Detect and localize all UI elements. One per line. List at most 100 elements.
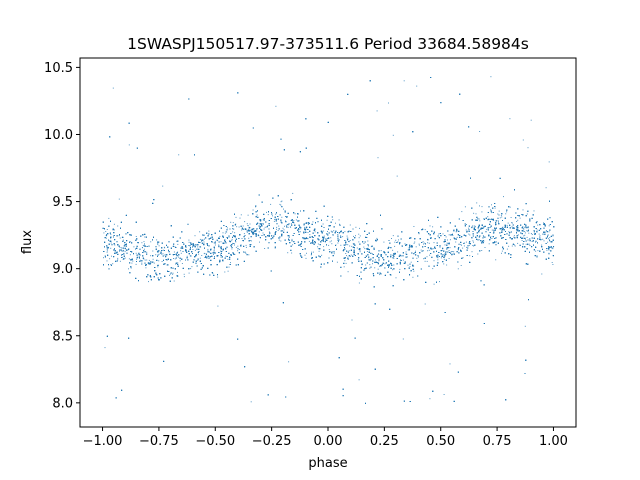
data-point <box>308 240 310 242</box>
data-point <box>405 253 407 255</box>
data-point <box>177 271 178 273</box>
data-point <box>358 282 360 284</box>
data-point <box>482 235 484 237</box>
data-point <box>219 235 221 237</box>
data-point <box>512 227 513 229</box>
data-point <box>469 234 471 236</box>
data-point <box>222 232 224 234</box>
data-point <box>477 253 479 255</box>
data-point <box>439 281 440 283</box>
data-point <box>406 256 408 258</box>
data-point <box>225 255 227 257</box>
data-point <box>123 249 125 251</box>
data-point <box>106 229 108 230</box>
data-point <box>106 260 108 262</box>
data-point <box>136 257 138 259</box>
data-point <box>213 253 214 255</box>
data-point <box>392 235 394 237</box>
data-point <box>363 243 365 244</box>
data-point <box>305 257 307 259</box>
data-point <box>509 118 511 120</box>
data-point <box>150 255 152 257</box>
data-point <box>481 250 483 251</box>
data-point <box>231 238 233 240</box>
data-point <box>246 231 248 233</box>
data-point <box>129 254 131 256</box>
data-point <box>183 273 185 275</box>
data-point <box>220 256 222 258</box>
data-point <box>363 246 365 248</box>
data-point <box>141 262 143 264</box>
data-point <box>139 259 141 261</box>
data-point <box>468 233 470 235</box>
data-point <box>162 253 164 255</box>
data-point <box>275 105 277 107</box>
data-point <box>177 262 179 264</box>
data-point <box>309 234 311 236</box>
data-point <box>204 253 206 255</box>
data-point <box>175 263 177 265</box>
data-point <box>488 227 490 229</box>
data-point <box>524 234 526 236</box>
data-point <box>238 249 240 250</box>
data-point <box>248 231 250 232</box>
data-point <box>516 221 518 222</box>
data-point <box>207 250 209 252</box>
data-point <box>410 246 412 248</box>
data-point <box>457 249 459 251</box>
data-point <box>143 245 145 247</box>
data-point <box>177 243 179 245</box>
data-point <box>191 266 193 268</box>
data-point <box>351 245 353 247</box>
data-point <box>119 250 120 252</box>
data-point <box>232 228 233 230</box>
data-point <box>264 248 266 249</box>
data-point <box>492 232 494 234</box>
data-point <box>131 262 133 264</box>
data-point <box>227 270 229 272</box>
data-point <box>413 270 415 272</box>
data-point <box>353 250 355 252</box>
data-point <box>462 247 464 249</box>
data-point <box>216 239 218 241</box>
data-point <box>253 234 255 235</box>
data-point <box>299 231 301 233</box>
data-point <box>409 266 411 268</box>
data-point <box>176 240 178 242</box>
data-point <box>181 263 183 264</box>
data-point <box>248 226 250 228</box>
data-point <box>528 232 530 234</box>
data-point <box>427 242 429 244</box>
data-point <box>173 280 175 282</box>
data-point <box>551 262 553 263</box>
data-point <box>130 267 132 269</box>
data-point <box>103 257 104 259</box>
data-point <box>121 254 122 256</box>
data-point <box>186 255 188 257</box>
data-point <box>519 217 521 219</box>
data-point <box>359 251 361 253</box>
data-point <box>457 268 459 270</box>
data-point <box>490 236 492 238</box>
data-point <box>432 226 434 228</box>
data-point <box>325 238 327 240</box>
data-point <box>418 243 420 245</box>
data-point <box>203 252 205 254</box>
data-point <box>250 244 252 246</box>
data-point <box>188 241 190 243</box>
data-point <box>161 253 163 255</box>
data-point <box>530 119 532 121</box>
data-point <box>128 144 130 146</box>
data-point <box>525 227 527 229</box>
data-point <box>307 238 309 240</box>
data-point <box>483 240 485 242</box>
data-point <box>118 198 120 200</box>
data-point <box>217 276 219 278</box>
data-point <box>524 226 526 228</box>
data-point <box>332 219 334 221</box>
data-point <box>285 224 287 226</box>
data-point <box>241 238 243 239</box>
data-point <box>359 235 361 237</box>
data-point <box>135 263 137 265</box>
data-point <box>450 251 452 252</box>
